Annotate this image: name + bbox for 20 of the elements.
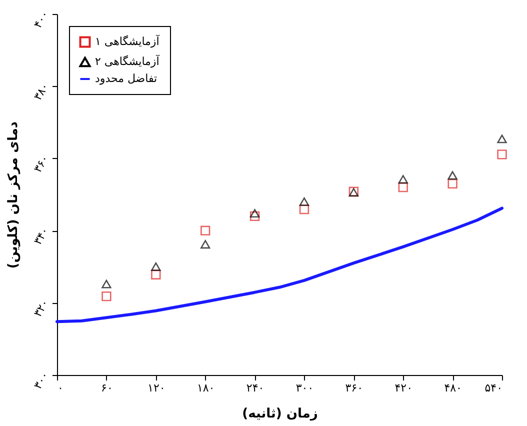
y-tick-label: ۴۰۰ xyxy=(31,8,52,30)
x-tick-label: ۱۸۰ xyxy=(196,382,215,394)
x-tick-label: ۴۸۰ xyxy=(444,382,462,394)
x-axis-title: زمان (ثانیه) xyxy=(242,406,318,422)
y-tick-label: ۳۸۰ xyxy=(31,80,52,103)
x-tick-label: ۶۰ xyxy=(101,382,113,394)
y-tick-label: ۳۴۰ xyxy=(31,225,52,247)
y-axis-title: دمای مرکز نان (کلوین) xyxy=(6,121,22,269)
x-tick-label: ۰ xyxy=(58,382,64,394)
y-tick-label: ۳۶۰ xyxy=(31,152,52,175)
x-tick-label: ۲۴۰ xyxy=(246,382,264,394)
x-tick-label: ۵۴۰ xyxy=(484,382,502,394)
x-tick-label: ۳۶۰ xyxy=(345,382,364,394)
legend-label: آزمایشگاهی ۲ xyxy=(95,54,160,68)
x-tick-label: ۳۰۰ xyxy=(296,382,314,394)
x-tick-label: ۴۲۰ xyxy=(394,382,412,394)
y-tick-label: ۳۲۰ xyxy=(31,297,52,320)
x-tick-label: ۱۲۰ xyxy=(148,382,166,394)
legend-label: تفاضل محدود xyxy=(95,72,158,85)
legend-label: آزمایشگاهی ۱ xyxy=(95,34,160,48)
